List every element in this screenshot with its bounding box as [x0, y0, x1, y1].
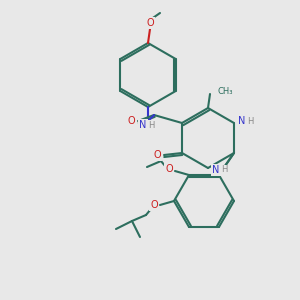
Text: O: O — [127, 116, 135, 126]
Text: H: H — [221, 166, 227, 175]
Text: CH₃: CH₃ — [218, 86, 233, 95]
Text: N: N — [139, 120, 147, 130]
Text: N: N — [212, 165, 220, 175]
Text: O: O — [146, 18, 154, 28]
Text: H: H — [247, 116, 253, 125]
Text: O: O — [150, 200, 158, 210]
Text: H: H — [148, 121, 154, 130]
Text: O: O — [165, 164, 173, 174]
Text: O: O — [153, 150, 161, 160]
Text: N: N — [238, 116, 246, 126]
